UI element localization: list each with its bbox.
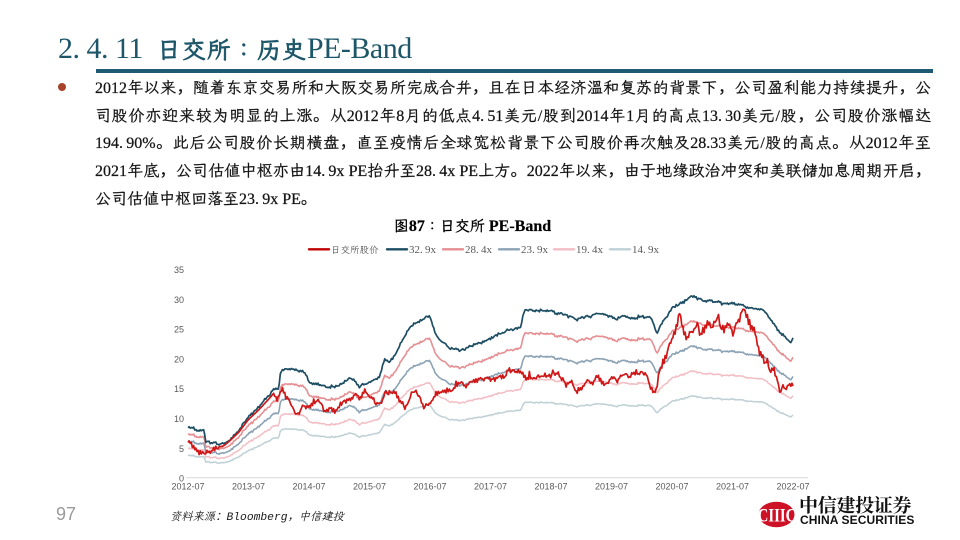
svg-text:2015-07: 2015-07 bbox=[353, 482, 386, 492]
svg-text:2012-07: 2012-07 bbox=[171, 482, 204, 492]
svg-text:10: 10 bbox=[174, 414, 184, 424]
svg-text:20: 20 bbox=[174, 354, 184, 364]
svg-text:CIIIC: CIIIC bbox=[758, 505, 797, 526]
svg-text:2014-07: 2014-07 bbox=[292, 482, 325, 492]
svg-text:14. 9x: 14. 9x bbox=[632, 244, 659, 256]
svg-text:2022-07: 2022-07 bbox=[776, 482, 809, 492]
svg-text:32. 9x: 32. 9x bbox=[409, 244, 436, 256]
svg-text:15: 15 bbox=[174, 384, 184, 394]
svg-text:2013-07: 2013-07 bbox=[232, 482, 265, 492]
svg-text:5: 5 bbox=[179, 444, 184, 454]
svg-text:日交所股价: 日交所股价 bbox=[331, 243, 379, 256]
svg-text:2017-07: 2017-07 bbox=[474, 482, 507, 492]
svg-text:0: 0 bbox=[179, 474, 184, 484]
svg-text:2020-07: 2020-07 bbox=[655, 482, 688, 492]
svg-text:30: 30 bbox=[174, 295, 184, 305]
svg-text:2016-07: 2016-07 bbox=[413, 482, 446, 492]
svg-text:2021-07: 2021-07 bbox=[716, 482, 749, 492]
svg-text:23. 9x: 23. 9x bbox=[521, 244, 548, 256]
svg-text:28. 4x: 28. 4x bbox=[465, 244, 492, 256]
svg-text:25: 25 bbox=[174, 325, 184, 335]
svg-text:2018-07: 2018-07 bbox=[534, 482, 567, 492]
svg-text:35: 35 bbox=[174, 265, 184, 275]
svg-text:19. 4x: 19. 4x bbox=[576, 244, 603, 256]
svg-text:2019-07: 2019-07 bbox=[595, 482, 628, 492]
